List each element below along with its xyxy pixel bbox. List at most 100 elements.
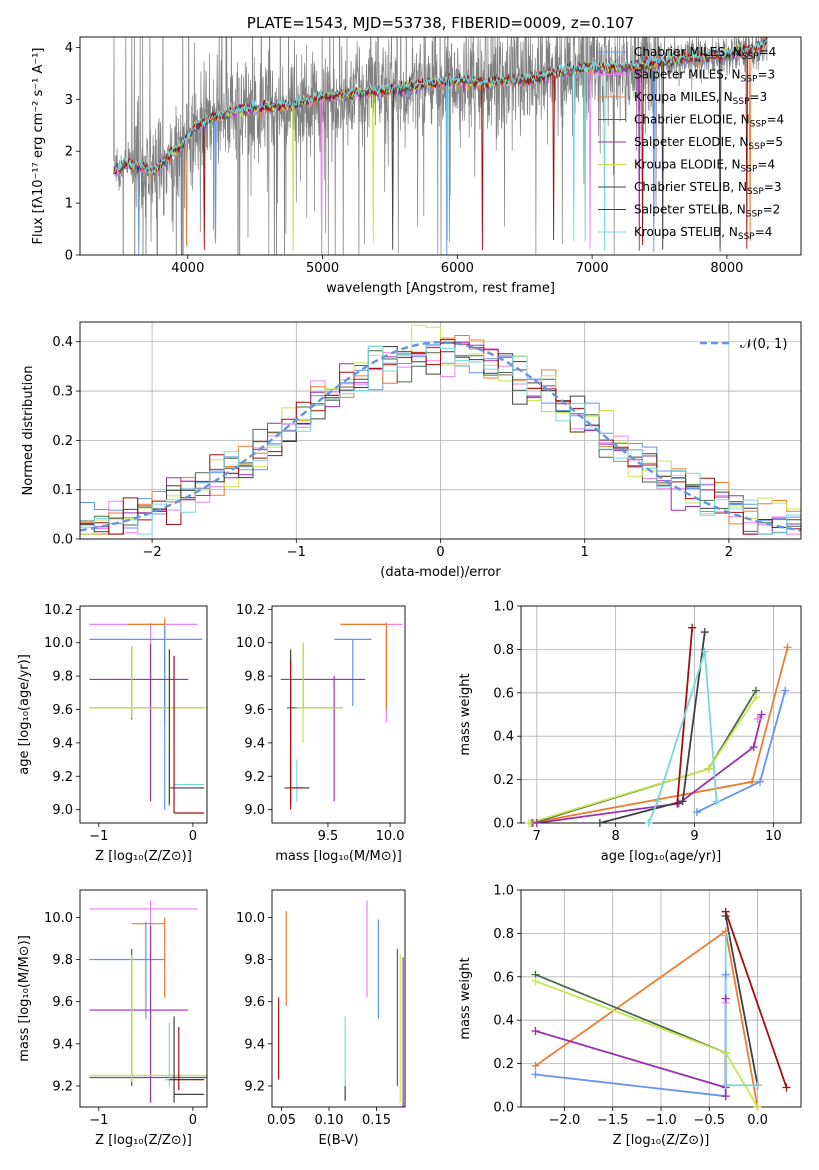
plot-area-residuals — [80, 324, 801, 535]
weight-marker-salpeter_elodie — [532, 819, 541, 827]
weight-line-kroupa_stelib — [647, 651, 718, 823]
x-tick-label: 7 — [533, 829, 541, 844]
y-tick-label: 9.2 — [244, 1079, 265, 1094]
x-tick-label: 0.10 — [315, 1113, 344, 1128]
panel-mass_vs_ebv: 0.05 0.10 0.15 9.2 9.4 9.6 9.8 10.0 E(B-V) — [236, 889, 406, 1148]
axes-frame — [79, 889, 208, 1108]
y-axis-label: Flux [fλ10⁻¹⁷ erg cm⁻² s⁻¹ A⁻¹] — [31, 48, 46, 245]
x-tick-label: 0.0 — [747, 1113, 768, 1128]
weight-marker-chabrier_miles — [531, 1070, 540, 1079]
x-tick-label: 0.15 — [362, 1113, 391, 1128]
weight-line-chabrier_elodie — [532, 690, 757, 823]
x-tick-label: −1.0 — [645, 1113, 677, 1128]
y-tick-label: 0 — [65, 249, 73, 264]
y-tick-label: 4 — [65, 41, 73, 56]
legend-entry: Salpeter ELODIE, NSSP=5 — [634, 135, 783, 152]
y-tick-label: 3 — [65, 93, 73, 108]
legend-entry: Salpeter MILES, NSSP=3 — [634, 68, 775, 85]
y-tick-label: 0.4 — [493, 730, 514, 745]
weight-marker-kroupa_miles — [783, 643, 792, 652]
y-tick-label: 0.1 — [52, 483, 73, 498]
x-axis-label: Z [log₁₀(Z/Z⊙)] — [613, 1133, 710, 1148]
y-tick-label: 1 — [65, 197, 73, 212]
x-axis-label: wavelength [Angstrom, rest frame] — [326, 281, 555, 296]
y-axis-label: age [log₁₀(age/yr)] — [17, 654, 32, 775]
legend-entry: Kroupa STELIB, NSSP=4 — [634, 225, 772, 242]
plot-area-weight_vs_Z — [534, 911, 788, 1107]
x-tick-label: 0 — [189, 829, 197, 844]
weight-marker-kroupa_miles — [531, 1061, 540, 1070]
x-axis-label: (data-model)/error — [380, 565, 501, 580]
weight-line-chabrier_miles — [535, 974, 727, 1098]
x-axis-label: mass [log₁₀(M/M⊙)] — [275, 849, 402, 864]
y-tick-label: 9.2 — [52, 1079, 73, 1094]
axes-frame — [79, 605, 208, 824]
x-tick-label: 7000 — [576, 261, 609, 276]
weight-marker-salpeter_miles — [753, 714, 762, 723]
y-axis-label: mass weight — [458, 673, 473, 755]
weight-marker-salpeter_stelib — [782, 1083, 791, 1092]
panel-residuals: −2 −1 0 1 2 0.0 0.1 0.2 0.3 0.4 (data-model)/error… — [21, 321, 802, 580]
axes-frame — [79, 36, 802, 256]
panel-weight_vs_Z: −2.0 −1.5 −1.0 −0.5 0.0 0.0 0.2 0.4 0.6 0.8 1.0 Z [… — [458, 884, 802, 1148]
weight-marker-chabrier_stelib — [700, 628, 709, 637]
panel-spectrum: 4000 5000 6000 7000 8000 0 1 2 3 4 wavelength [Ang… — [31, 14, 802, 296]
y-tick-label: 9.8 — [52, 670, 73, 685]
panel-mass_vs_Z: −1 0 9.2 9.4 9.6 9.8 10.0 Z [log₁₀(Z/Z⊙)] mass [… — [17, 889, 208, 1148]
y-tick-label: 9.6 — [244, 995, 265, 1010]
x-tick-label: −1 — [89, 829, 108, 844]
weight-marker-chabrier_stelib — [678, 797, 687, 806]
y-tick-label: 9.8 — [244, 670, 265, 685]
x-tick-label: −2 — [143, 545, 162, 560]
x-tick-label: 10.0 — [376, 829, 405, 844]
y-tick-label: 9.6 — [244, 703, 265, 718]
x-tick-label: 6000 — [441, 261, 474, 276]
weight-marker-kroupa_elodie — [721, 1048, 730, 1057]
x-tick-label: 5000 — [306, 261, 339, 276]
y-tick-label: 9.2 — [52, 770, 73, 785]
y-axis-label: Normed distribution — [21, 366, 36, 496]
y-tick-label: 0.0 — [493, 817, 514, 832]
histogram-kroupa_stelib — [80, 344, 801, 535]
y-tick-label: 9.4 — [244, 736, 265, 751]
plot-area-spectrum — [113, 37, 768, 255]
y-axis-label: mass weight — [458, 957, 473, 1039]
weight-marker-kroupa_stelib — [753, 1081, 762, 1090]
x-tick-label: 10 — [765, 829, 782, 844]
weight-marker-chabrier_miles — [755, 777, 764, 786]
y-tick-label: 9.4 — [52, 1037, 73, 1052]
weight-marker-kroupa_elodie — [524, 819, 533, 827]
weight-marker-salpeter_elodie — [721, 994, 730, 1003]
y-tick-label: 0.3 — [52, 385, 73, 400]
plot-area-mass_vs_Z — [89, 900, 207, 1103]
x-tick-label: −0.5 — [693, 1113, 725, 1128]
x-tick-label: −2.0 — [549, 1113, 581, 1128]
y-tick-label: 0.2 — [493, 1057, 514, 1072]
legend-entry: Chabrier ELODIE, NSSP=4 — [634, 113, 784, 130]
x-axis-label: Z [log₁₀(Z/Z⊙)] — [95, 849, 192, 864]
legend-entry: Kroupa ELODIE, NSSP=4 — [634, 158, 775, 175]
x-axis-label: age [log₁₀(age/yr)] — [601, 849, 722, 864]
panel-weight_vs_age: 7 8 9 10 0.0 0.2 0.4 0.6 0.8 1.0 age [log₁₀(age/yr… — [458, 600, 802, 864]
plot-area-mass_vs_ebv — [278, 900, 404, 1107]
y-tick-label: 0.4 — [52, 335, 73, 350]
y-tick-label: 9.4 — [244, 1037, 265, 1052]
weight-marker-chabrier_miles — [721, 970, 730, 979]
weight-marker-kroupa_stelib — [653, 797, 662, 806]
axes-frame — [79, 321, 802, 540]
x-tick-label: −1 — [287, 545, 306, 560]
x-tick-label: −1.5 — [597, 1113, 629, 1128]
weight-marker-salpeter_elodie — [749, 743, 758, 752]
normal-curve — [80, 340, 801, 532]
y-tick-label: 0.2 — [493, 773, 514, 788]
x-tick-label: 8000 — [710, 261, 743, 276]
x-axis-label: E(B-V) — [318, 1133, 358, 1148]
weight-marker-kroupa_elodie — [531, 977, 540, 986]
y-tick-label: 0.6 — [493, 686, 514, 701]
y-tick-label: 9.8 — [52, 953, 73, 968]
y-axis-label: mass [log₁₀(M/M⊙)] — [17, 935, 32, 1062]
y-tick-label: 0.4 — [493, 1014, 514, 1029]
y-tick-label: 0.8 — [493, 643, 514, 658]
axes-frame — [520, 605, 802, 824]
weight-marker-salpeter_elodie — [757, 710, 766, 719]
